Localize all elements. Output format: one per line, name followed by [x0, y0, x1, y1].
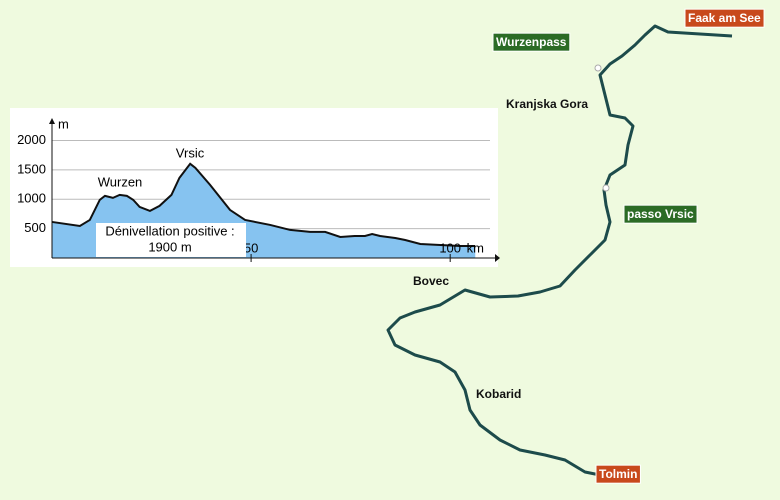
note-text: 1900 m [148, 239, 191, 254]
pass-marker [594, 64, 602, 72]
route [386, 24, 733, 478]
place-label: Kobarid [476, 387, 521, 401]
x-axis-label: km [467, 240, 484, 255]
pass-marker [602, 184, 610, 192]
place-label: Tolmin [599, 467, 637, 481]
place-label-box [684, 8, 765, 28]
note-text: Dénivellation positive : [105, 223, 234, 238]
y-axis-arrow [49, 118, 55, 124]
x-tick-label: 100 [439, 240, 461, 255]
y-tick-label: 500 [24, 220, 46, 235]
y-tick-label: 1000 [17, 191, 46, 206]
x-tick-label: 50 [244, 240, 258, 255]
note-box [96, 223, 246, 257]
place-label: Faak am See [688, 11, 761, 25]
y-axis-label: m [58, 116, 69, 131]
place-label: passo Vrsic [627, 207, 694, 221]
elevation-line [51, 162, 476, 247]
x-axis-arrow [495, 254, 500, 262]
annotation: Wurzen [98, 174, 143, 189]
place-label: Wurzenpass [496, 35, 567, 49]
place-label-box [492, 32, 571, 52]
annotation: Vrsic [176, 145, 205, 160]
y-tick-label: 1500 [17, 161, 46, 176]
place-label-box [595, 464, 641, 484]
place-label: Bovec [413, 274, 449, 288]
place-label-box [623, 204, 698, 224]
y-tick-label: 2000 [17, 132, 46, 147]
place-label: Kranjska Gora [506, 97, 588, 111]
